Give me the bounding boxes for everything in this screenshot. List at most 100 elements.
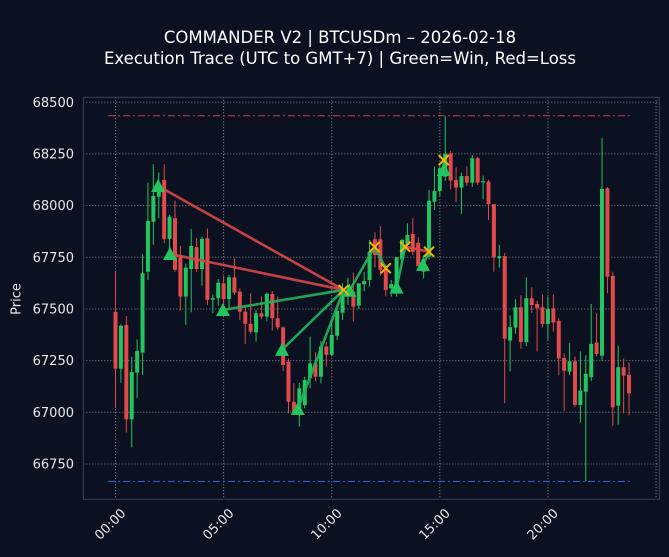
exit-x-icon [337, 284, 350, 296]
entry-triangle-icon [151, 178, 166, 192]
chart-title-line1: COMMANDER V2 | BTCUSDm – 2026-02-18 [163, 28, 517, 47]
bearish-candle [556, 318, 561, 376]
bearish-candle [113, 270, 118, 408]
bearish-candle [124, 315, 129, 433]
exit-x-stroke [368, 241, 381, 253]
exit-x-stroke [337, 284, 350, 296]
candle-body [545, 308, 550, 325]
y-tick-label: 68500 [33, 96, 74, 111]
bullish-candle [481, 175, 486, 200]
candle-body [583, 373, 588, 392]
candle-body [524, 298, 529, 343]
candle-body [243, 311, 248, 324]
exit-x-stroke [438, 154, 450, 166]
y-tick-label: 66750 [33, 458, 74, 473]
candle-body [621, 367, 626, 376]
bearish-candle [535, 300, 540, 352]
candle-body [259, 313, 264, 317]
candle-body [616, 367, 621, 406]
candle-body [497, 256, 502, 259]
bearish-candle [551, 294, 556, 332]
bearish-candle [572, 356, 577, 407]
entry-triangle-icon [436, 163, 451, 177]
exit-x-icon [438, 154, 450, 166]
candle-body [356, 283, 361, 306]
bearish-candle [270, 290, 275, 331]
candle-body [605, 188, 610, 277]
candle-body [178, 254, 183, 297]
bearish-candle [627, 362, 632, 416]
candle-body [113, 311, 118, 369]
bullish-candle [227, 274, 232, 309]
bearish-candle [518, 295, 523, 349]
candle-body [140, 273, 145, 353]
candle-body [535, 303, 540, 309]
candle-body [172, 218, 177, 270]
y-tick-label: 67500 [33, 303, 74, 318]
candle-body [410, 233, 415, 252]
exit-x-stroke [423, 245, 435, 258]
entry-triangle-icon [163, 246, 178, 260]
bearish-candle [259, 296, 264, 320]
bullish-candle [129, 356, 134, 448]
x-tick-label: 10:00 [308, 506, 345, 543]
candle-body [589, 343, 594, 378]
candle-body [502, 256, 507, 339]
entry-triangle-icon [215, 302, 230, 316]
candle-body [427, 200, 432, 257]
y-tick-label: 67000 [33, 406, 74, 421]
x-tick-label: 00:00 [92, 506, 129, 543]
chart-title: COMMANDER V2 | BTCUSDm – 2026-02-18 Exec… [0, 28, 669, 69]
bullish-candle [189, 229, 194, 313]
candle-body [227, 277, 232, 300]
candle-body [216, 282, 221, 299]
candle-body [610, 275, 615, 408]
candle-body [567, 361, 572, 372]
candle-body [481, 181, 486, 183]
bullish-candle [545, 296, 550, 340]
bearish-candle [448, 150, 453, 190]
candle-body [600, 188, 605, 356]
loss-trade-line [156, 184, 345, 292]
candle-body [145, 220, 150, 272]
candle-body [437, 168, 442, 191]
candle-body [291, 401, 296, 414]
candle-body [183, 267, 188, 297]
candle-body [129, 371, 134, 420]
candle-body [200, 238, 205, 270]
entry-triangle-icon [290, 401, 305, 415]
bullish-candle [513, 299, 518, 334]
plot-frame [82, 96, 660, 500]
bullish-candle [254, 309, 259, 342]
candle-body [162, 179, 167, 239]
bullish-candle [145, 182, 150, 281]
candle-body [318, 346, 323, 377]
bullish-candle [589, 303, 594, 382]
bearish-candle [454, 167, 459, 203]
candle-body [167, 216, 172, 239]
candle-body [529, 298, 534, 306]
bullish-candle [140, 254, 145, 375]
bullish-candle [135, 339, 140, 399]
bearish-candle [313, 352, 318, 382]
bullish-candle [356, 283, 361, 309]
y-axis-label: Price [9, 283, 25, 315]
bullish-candle [210, 294, 215, 314]
candle-body [475, 158, 480, 183]
bearish-candle [237, 288, 242, 320]
candle-body [194, 247, 199, 270]
bullish-candle [616, 345, 621, 425]
bearish-candle [475, 157, 480, 185]
win-trade-line [296, 288, 345, 411]
bullish-candle [362, 271, 367, 292]
candle-body [594, 342, 599, 355]
candle-body [297, 388, 302, 409]
candle-body [508, 327, 513, 341]
candle-body [578, 390, 583, 405]
candle-body [151, 195, 156, 222]
candle-body [540, 307, 545, 325]
bullish-candle [389, 280, 394, 297]
candle-body [627, 374, 632, 394]
candles [113, 116, 632, 482]
bearish-candle [205, 228, 210, 306]
